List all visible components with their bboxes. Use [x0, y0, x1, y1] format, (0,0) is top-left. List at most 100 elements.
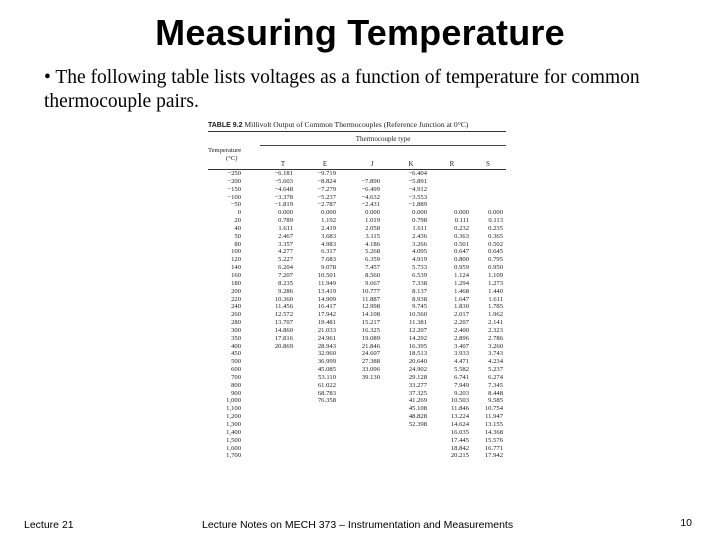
cell-R: 11.846	[451, 405, 469, 413]
cell-R: 7.949	[454, 381, 469, 389]
cell-T: 9.286	[278, 287, 293, 295]
cell-R: 0.111	[454, 217, 469, 225]
cell-S: 0.235	[488, 224, 503, 232]
table-row: 280 13.707 19.481 15.217 11.381 2.207 2.141	[208, 319, 506, 327]
cell-temperature: 800	[231, 381, 241, 389]
cell-E: 53.110	[318, 373, 336, 381]
cell-E: 13.419	[317, 287, 336, 295]
table-body: −250 −6.181 −9.719 −6.404 −200 −5.603 −8.824 −7…	[208, 170, 506, 460]
cell-temperature: 280	[231, 319, 241, 327]
cell-E: −7.279	[317, 185, 336, 193]
cell-K: 14.292	[408, 334, 427, 342]
cell-J: 19.089	[361, 334, 380, 342]
cell-J: 10.777	[361, 287, 380, 295]
cell-temperature: −50	[230, 201, 241, 209]
cell-K: 45.108	[408, 405, 427, 413]
cell-E: 28.943	[317, 342, 336, 350]
cell-J: 24.607	[361, 350, 380, 358]
cell-temperature: 0	[237, 209, 241, 217]
cell-K: 0.798	[412, 217, 427, 225]
cell-R: 16.035	[450, 428, 469, 436]
cell-E: 7.683	[321, 256, 336, 264]
cell-T: 1.611	[278, 224, 293, 232]
cell-T: 12.572	[274, 311, 293, 319]
cell-temperature: 1,200	[226, 413, 241, 421]
cell-temperature: 180	[231, 279, 241, 287]
cell-J: −7.890	[361, 177, 380, 185]
cell-K: 33.277	[408, 381, 427, 389]
cell-S: 1.440	[488, 287, 503, 295]
cell-E: 3.683	[321, 232, 336, 240]
cell-T: 13.707	[274, 319, 293, 327]
cell-K: −3.553	[408, 193, 427, 201]
cell-S: 1.273	[488, 279, 503, 287]
table-row: −250 −6.181 −9.719 −6.404	[208, 170, 506, 178]
table-temperature-header: Temperature (°C)	[208, 147, 258, 162]
cell-T: 0.789	[278, 217, 293, 225]
table-row: 300 14.860 21.033 16.325 12.207 2.400 2.323	[208, 327, 506, 335]
cell-S: 17.942	[484, 452, 503, 460]
cell-R: 3.407	[454, 342, 469, 350]
table-row: 1,700 20.215 17.942	[208, 452, 506, 460]
cell-temperature: 240	[231, 303, 241, 311]
cell-E: 11.949	[318, 279, 336, 287]
cell-temperature: 140	[231, 264, 241, 272]
cell-T: 14.860	[274, 326, 293, 334]
cell-J: 33.096	[361, 366, 380, 374]
cell-temperature: −150	[227, 185, 241, 193]
cell-T: −6.181	[274, 170, 293, 177]
cell-temperature: 120	[231, 256, 241, 264]
cell-K: 1.611	[412, 224, 427, 232]
cell-E: 10.501	[317, 271, 336, 279]
cell-E: −8.824	[317, 177, 336, 185]
cell-S: 1.109	[488, 271, 503, 279]
table-row: 400 20.869 28.943 21.846 16.395 3.407 3.260	[208, 343, 506, 351]
thermocouple-table: TABLE 9.2 Millivolt Output of Common The…	[208, 120, 506, 506]
cell-J: 0.000	[365, 209, 380, 217]
table-caption-text: Millivolt Output of Common Thermocouples…	[244, 120, 469, 129]
cell-K: 6.539	[412, 271, 427, 279]
table-row: 200 9.286 13.419 10.777 8.137 1.468 1.440	[208, 288, 506, 296]
table-group-rule	[260, 145, 506, 146]
cell-S: 0.502	[488, 240, 503, 248]
cell-S: 2.786	[488, 334, 503, 342]
cell-temperature: 1,400	[226, 428, 241, 436]
cell-E: 36.999	[317, 358, 336, 366]
temperature-header-label: Temperature	[208, 147, 242, 154]
cell-R: 2.896	[454, 334, 469, 342]
cell-temperature: −100	[227, 193, 241, 201]
cell-J: −4.632	[361, 193, 380, 201]
cell-temperature: 400	[231, 342, 241, 350]
cell-temperature: 1,300	[226, 421, 241, 428]
cell-temperature: 260	[231, 311, 241, 319]
bullet-text: • The following table lists voltages as …	[44, 67, 640, 112]
cell-T: 5.227	[278, 256, 293, 264]
table-header-rule	[208, 169, 506, 170]
cell-J: 4.186	[365, 240, 380, 248]
cell-S: 16.771	[484, 444, 503, 452]
cell-J: 39.130	[361, 373, 380, 381]
cell-R: 0.959	[454, 264, 469, 272]
table-row: 350 17.816 24.961 19.089 14.292 2.896 2.786	[208, 335, 506, 343]
table-row: −150 −4.648 −7.279 −6.499 −4.912	[208, 186, 506, 194]
table-row: 120 5.227 7.683 6.359 4.919 0.800 0.795	[208, 256, 506, 264]
cell-T: 11.456	[275, 303, 293, 311]
cell-S: 2.141	[488, 319, 503, 327]
cell-K: 8.137	[412, 287, 427, 295]
table-row: −200 −5.603 −8.824 −7.890 −5.891	[208, 178, 506, 186]
cell-R: 1.830	[454, 303, 469, 311]
cell-E: −5.237	[317, 193, 336, 201]
cell-J: 14.108	[361, 311, 380, 319]
cell-J: 15.217	[361, 319, 380, 327]
cell-J: −6.499	[361, 185, 380, 193]
cell-J: 12.998	[361, 303, 380, 311]
cell-T: 8.235	[278, 279, 293, 287]
cell-R: 3.933	[454, 350, 469, 358]
cell-K: −6.404	[408, 170, 427, 177]
table-row: 900 68.783 37.325 9.203 8.448	[208, 390, 506, 398]
cell-R: 20.215	[450, 452, 469, 460]
cell-K: 29.128	[408, 373, 427, 381]
cell-R: 1.647	[454, 295, 469, 303]
cell-S: 9.585	[488, 397, 503, 405]
cell-S: 1.962	[488, 311, 503, 319]
